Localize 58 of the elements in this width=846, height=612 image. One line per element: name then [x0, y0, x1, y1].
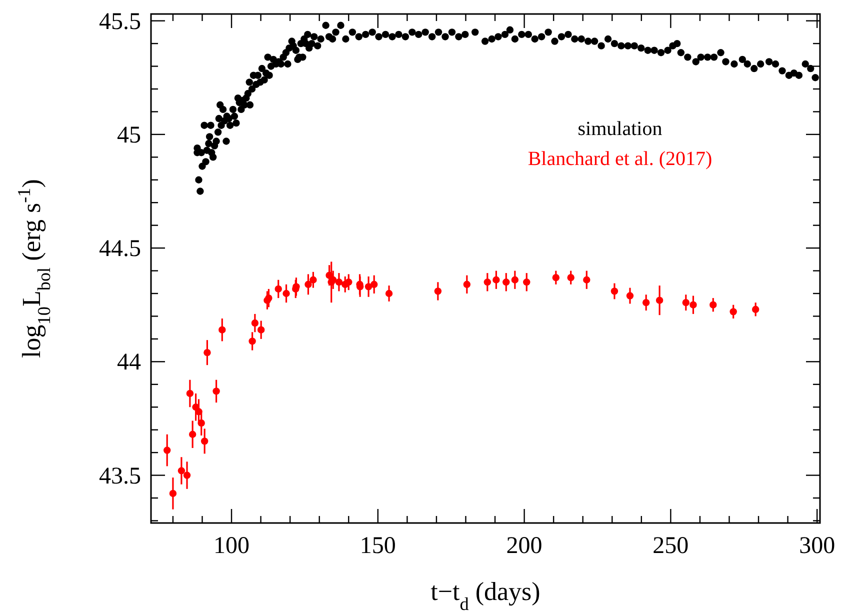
point [274, 285, 282, 293]
point [326, 272, 333, 279]
point [200, 438, 208, 445]
point [364, 283, 372, 290]
point [169, 490, 177, 498]
point [248, 338, 256, 345]
point [690, 301, 697, 308]
point [198, 419, 205, 427]
point [183, 472, 191, 479]
x-axis-title: t−t$_{d}$ (days) [430, 577, 540, 612]
point [511, 276, 519, 284]
point [204, 348, 211, 356]
point [218, 326, 226, 334]
point [186, 390, 194, 398]
point [282, 290, 290, 298]
point [752, 306, 760, 313]
point [656, 296, 664, 304]
point [610, 288, 618, 295]
x-tick-label: 250 [652, 533, 689, 559]
point [212, 388, 220, 395]
point [583, 276, 590, 284]
x-tick-label: 100 [214, 533, 250, 559]
text: Blanchard et al. (2017) [528, 148, 712, 170]
y-tick-label: 45.5 [99, 8, 141, 35]
x-tick-label: 150 [360, 533, 396, 559]
point [484, 278, 492, 286]
point [164, 446, 171, 454]
y-tick-label: 43.5 [99, 463, 141, 490]
point [730, 308, 737, 316]
point [257, 326, 265, 334]
point [642, 298, 650, 306]
point [385, 290, 393, 298]
point [188, 430, 196, 438]
point [523, 278, 530, 286]
text: simulation [578, 118, 662, 140]
point [552, 274, 560, 282]
point [626, 292, 634, 300]
point [335, 278, 343, 286]
point [682, 298, 690, 306]
point [463, 280, 471, 288]
point [178, 467, 186, 474]
point [502, 278, 510, 286]
point [370, 280, 378, 288]
point [251, 319, 259, 327]
point [330, 276, 337, 284]
point [265, 294, 272, 302]
x-tick-label: 200 [506, 533, 542, 559]
point [434, 288, 442, 295]
y-tick-label: 44 [117, 350, 141, 376]
point [310, 276, 317, 284]
point [304, 280, 312, 288]
point [492, 276, 500, 284]
y-tick-label: 45 [117, 122, 141, 148]
y-tick-label: 44.5 [99, 236, 141, 262]
x-tick-label: 300 [799, 533, 836, 559]
point [710, 301, 717, 308]
point [345, 278, 352, 286]
point [567, 274, 574, 282]
